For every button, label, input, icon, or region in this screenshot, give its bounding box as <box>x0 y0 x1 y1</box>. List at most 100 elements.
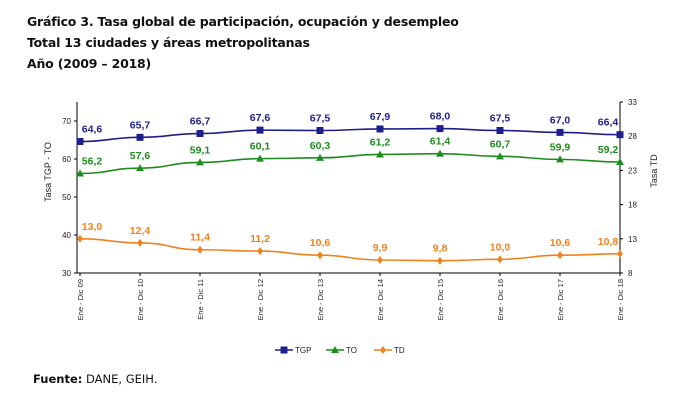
series-to: 56,2 57,6 59,1 60,1 60,3 61,2 61,4 60,7 59,9 59,2 <box>76 136 624 177</box>
data-label: 56,2 <box>82 155 103 167</box>
data-label: 66,4 <box>598 117 619 129</box>
chart-title: Gráfico 3. Tasa global de participación,… <box>27 14 459 29</box>
data-label: 64,6 <box>82 124 103 136</box>
marker-square <box>256 126 264 134</box>
marker-triangle <box>376 150 384 158</box>
marker-triangle <box>496 152 504 160</box>
x-tick-label: Ene - Dic 16 <box>496 279 505 320</box>
marker-triangle <box>556 155 564 163</box>
marker-triangle <box>256 154 264 162</box>
marker-diamond <box>497 255 503 264</box>
chart-subtitle: Total 13 ciudades y áreas metropolitanas <box>27 35 310 50</box>
x-tick-label: Ene - Dic 15 <box>436 279 445 320</box>
series-tgp: 64,6 65,7 66,7 67,6 67,5 67,9 68,0 67,5 67,0 66,4 <box>76 111 624 146</box>
x-tick-label: Ene - Dic 10 <box>136 279 145 320</box>
data-label: 11,4 <box>190 232 210 244</box>
marker-diamond <box>257 247 263 256</box>
y2-axis-title: Tasa TD <box>649 154 659 188</box>
marker-triangle <box>196 158 204 166</box>
legend-item-to: TO <box>326 346 357 355</box>
data-label: 10,6 <box>550 237 571 249</box>
marker-triangle <box>76 169 84 177</box>
y2-tick-label: 8 <box>628 269 633 278</box>
series-line <box>79 127 621 143</box>
y-tick-label: 40 <box>62 231 71 240</box>
data-label: 59,1 <box>190 144 211 156</box>
marker-diamond <box>317 251 323 260</box>
y-tick-label: 70 <box>62 117 71 126</box>
data-label: 65,7 <box>130 119 151 131</box>
data-label: 67,6 <box>250 112 271 124</box>
marker-triangle <box>331 346 339 353</box>
x-tick-label: Ene - Dic 12 <box>256 279 265 320</box>
legend-item-td: TD <box>374 346 405 355</box>
marker-square <box>436 125 444 133</box>
marker-square <box>280 346 288 354</box>
marker-square <box>376 125 384 133</box>
series-line <box>79 238 621 262</box>
marker-square <box>316 127 324 134</box>
source-text: DANE, GEIH. <box>82 372 158 386</box>
data-label: 67,9 <box>370 111 391 123</box>
data-label: 10,6 <box>310 237 331 249</box>
marker-triangle <box>136 164 144 172</box>
data-label: 68,0 <box>430 111 451 123</box>
marker-triangle <box>316 153 324 161</box>
marker-diamond <box>77 234 83 243</box>
marker-diamond <box>437 256 443 265</box>
data-label: 9,9 <box>373 242 388 254</box>
marker-diamond <box>197 245 203 254</box>
marker-diamond <box>377 256 383 265</box>
marker-diamond <box>557 251 563 260</box>
data-label: 60,3 <box>310 140 331 152</box>
x-tick-label: Ene - Dic 14 <box>376 279 385 320</box>
y-tick-label: 50 <box>62 193 71 202</box>
y2-tick-label: 23 <box>628 166 637 175</box>
chart-period: Año (2009 – 2018) <box>27 56 152 71</box>
marker-square <box>76 138 84 146</box>
x-tick-label: Ene - Dic 17 <box>556 279 565 320</box>
data-label: 60,7 <box>490 138 511 150</box>
marker-square <box>496 127 504 134</box>
marker-diamond <box>137 238 143 247</box>
data-label: 59,9 <box>550 141 571 153</box>
y-axis-title: Tasa TGP - TO <box>43 142 53 202</box>
data-label: 66,7 <box>190 116 211 128</box>
data-label: 10,8 <box>598 236 619 248</box>
legend-label: TD <box>394 346 405 355</box>
data-label: 61,2 <box>370 136 391 148</box>
marker-diamond <box>380 346 386 354</box>
x-tick-label: Ene - Dic 09 <box>76 279 85 320</box>
marker-square <box>136 133 144 141</box>
data-label: 61,4 <box>430 136 451 148</box>
x-tick-label: Ene - Dic 13 <box>316 279 325 320</box>
data-label: 11,2 <box>250 233 270 245</box>
y2-tick-label: 18 <box>628 201 637 210</box>
series-line <box>79 152 621 175</box>
data-label: 10,0 <box>490 241 511 253</box>
source-note: Fuente: DANE, GEIH. <box>33 372 157 386</box>
legend-label: TO <box>346 346 357 355</box>
data-label: 67,5 <box>310 113 331 125</box>
y-tick-label: 60 <box>62 155 71 164</box>
marker-square <box>556 128 564 136</box>
source-label: Fuente: <box>33 372 83 386</box>
marker-diamond <box>617 249 623 258</box>
data-label: 57,6 <box>130 150 151 162</box>
marker-triangle <box>616 158 624 166</box>
x-tick-label: Ene - Dic 11 <box>196 279 205 320</box>
legend-item-tgp: TGP <box>275 346 311 355</box>
x-tick-label: Ene - Dic 18 <box>616 279 625 320</box>
marker-square <box>616 131 624 139</box>
marker-triangle <box>436 149 444 157</box>
data-label: 59,2 <box>598 144 619 156</box>
marker-square <box>196 130 204 138</box>
data-label: 13,0 <box>82 221 103 233</box>
y-tick-label: 30 <box>62 269 71 278</box>
data-label: 67,0 <box>550 114 571 126</box>
data-label: 12,4 <box>130 225 151 237</box>
data-label: 9,8 <box>433 243 448 255</box>
y2-tick-label: 13 <box>628 235 637 244</box>
data-label: 60,1 <box>250 141 271 153</box>
